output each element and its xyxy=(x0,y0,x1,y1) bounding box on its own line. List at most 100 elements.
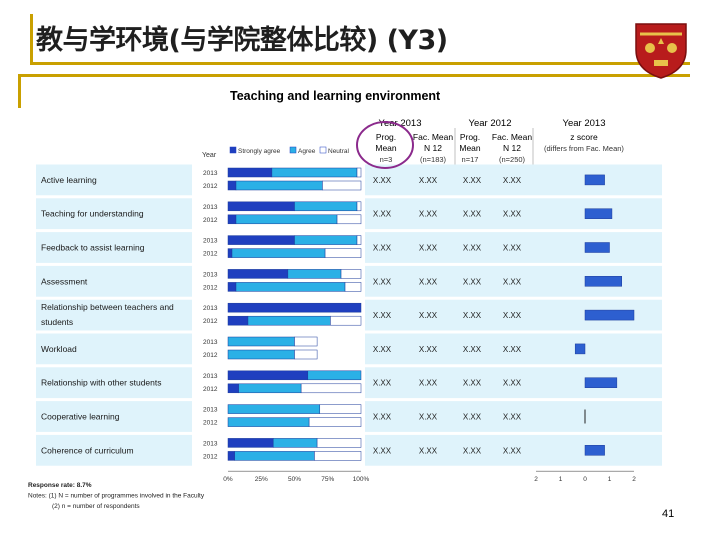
mean-value: X.XX xyxy=(373,210,392,219)
agree-bar xyxy=(227,404,321,414)
agree-bar xyxy=(227,336,295,347)
legend-label: Strongly agree xyxy=(238,148,281,155)
category-label-band xyxy=(36,164,192,196)
bar-year-label: 2012 xyxy=(203,183,218,190)
mean-value: X.XX xyxy=(463,446,482,455)
bar-year-label: 2013 xyxy=(203,238,218,245)
column-subheader: n=3 xyxy=(380,155,393,164)
column-header: Fac. Mean xyxy=(413,132,453,142)
agree-bar xyxy=(271,167,358,178)
mean-value: X.XX xyxy=(463,277,482,286)
agree-bar xyxy=(227,417,310,427)
category-label-band xyxy=(36,434,192,466)
column-header: Fac. Mean xyxy=(492,132,532,142)
values-band xyxy=(365,164,662,196)
column-header: Mean xyxy=(375,143,397,153)
category-label-band xyxy=(36,333,192,365)
agree-bar xyxy=(235,180,323,191)
strongly-agree-bar xyxy=(227,451,235,461)
agree-bar xyxy=(234,451,315,461)
strongly-agree-bar xyxy=(227,167,273,178)
neutral-bar xyxy=(294,336,318,347)
zscore-bar xyxy=(584,208,613,219)
bar-year-label: 2013 xyxy=(203,407,218,414)
legend-swatch xyxy=(289,146,297,154)
agree-bar xyxy=(294,201,358,212)
column-header: Prog. xyxy=(460,132,480,142)
column-header: Mean xyxy=(459,143,481,153)
zscore-bar xyxy=(574,343,586,355)
mean-value: X.XX xyxy=(463,413,482,422)
title-underline xyxy=(30,62,690,65)
zscore-bar xyxy=(584,309,635,321)
neutral-bar xyxy=(336,214,362,225)
mean-value: X.XX xyxy=(419,210,438,219)
mean-value: X.XX xyxy=(419,311,438,320)
column-subheader: n=17 xyxy=(462,155,479,164)
mean-value: X.XX xyxy=(419,345,438,354)
zscore-bar xyxy=(584,174,605,186)
neutral-bar xyxy=(294,349,318,360)
column-header: Prog. xyxy=(376,132,396,142)
mean-value: X.XX xyxy=(503,277,522,286)
category-label-band xyxy=(36,232,192,263)
category-row: Assessment 2013 2012 X.XX X.XX X.XX X.XX xyxy=(36,265,662,297)
agree-bar xyxy=(294,235,358,245)
page-number: 41 xyxy=(662,508,675,520)
legend-swatch xyxy=(319,146,327,154)
mean-value: X.XX xyxy=(373,176,392,185)
content-accent-bar xyxy=(18,74,21,108)
mean-value: X.XX xyxy=(419,446,438,455)
zscore-bar xyxy=(584,445,605,456)
neutral-bar xyxy=(319,404,362,414)
mean-value: X.XX xyxy=(373,446,392,455)
category-label-band xyxy=(36,401,192,432)
legend-swatch xyxy=(229,146,237,154)
agree-bar xyxy=(247,315,331,326)
category-label: Coherence of curriculum xyxy=(41,445,134,455)
chart-note: Notes: (1) N = number of programmes invo… xyxy=(28,493,205,500)
agree-bar xyxy=(235,214,338,225)
bar-year-label: 2013 xyxy=(203,339,218,346)
mean-value: X.XX xyxy=(419,277,438,286)
bar-year-label: 2012 xyxy=(203,284,218,291)
category-label: Workload xyxy=(41,344,77,354)
bar-year-label: 2012 xyxy=(203,386,218,393)
mean-value: X.XX xyxy=(463,345,482,354)
strongly-agree-bar xyxy=(227,438,274,448)
legend-label: Neutral xyxy=(328,148,350,155)
bar-year-label: 2012 xyxy=(203,420,218,427)
category-row: Teaching for understanding 2013 2012 X.XX X.… xyxy=(36,198,662,230)
bar-year-label: 2013 xyxy=(203,204,218,211)
category-label: Relationship between teachers and xyxy=(41,302,174,312)
agree-bar xyxy=(287,269,342,279)
category-row: Coherence of curriculum 2013 2012 X.XX X.XX X… xyxy=(36,434,662,466)
neutral-bar xyxy=(356,235,362,245)
mean-value: X.XX xyxy=(463,311,482,320)
neutral-bar xyxy=(356,201,362,212)
mean-value: X.XX xyxy=(373,244,392,253)
zscore-bar xyxy=(584,377,618,388)
values-band xyxy=(365,333,662,365)
mean-value: X.XX xyxy=(503,446,522,455)
bar-year-label: 2012 xyxy=(203,217,218,224)
bar-year-label: 2012 xyxy=(203,352,218,359)
strongly-agree-bar xyxy=(227,315,249,326)
strongly-agree-bar xyxy=(227,302,362,313)
content-divider xyxy=(18,74,690,77)
percent-tick-label: 0% xyxy=(223,476,233,483)
mean-value: X.XX xyxy=(419,244,438,253)
bar-year-label: 2013 xyxy=(203,305,218,312)
mean-value: X.XX xyxy=(373,277,392,286)
mean-value: X.XX xyxy=(503,413,522,422)
bar-year-label: 2013 xyxy=(203,440,218,447)
neutral-bar xyxy=(300,383,362,394)
strongly-agree-bar xyxy=(227,269,289,279)
mean-value: X.XX xyxy=(373,345,392,354)
category-label-band xyxy=(36,367,192,399)
category-label: Feedback to assist learning xyxy=(41,243,145,253)
chart-note: Response rate: 8.7% xyxy=(28,482,92,489)
percent-tick-label: 100% xyxy=(353,476,370,483)
strongly-agree-bar xyxy=(227,248,233,258)
strongly-agree-bar xyxy=(227,383,239,394)
